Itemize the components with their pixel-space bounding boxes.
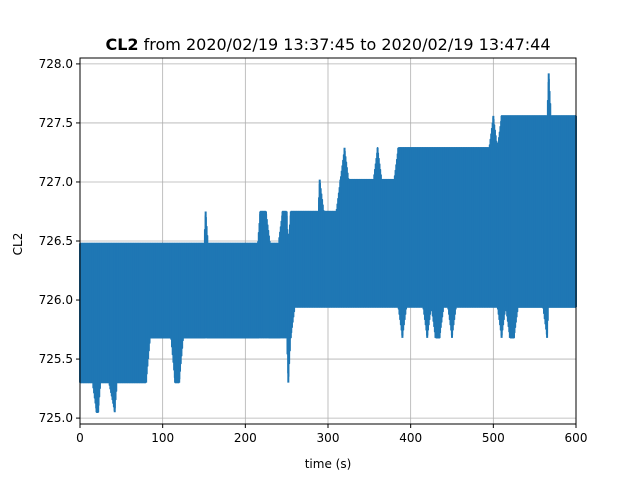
y-axis-label: CL2 [11,233,25,256]
x-axis-label: time (s) [305,457,352,471]
data-layer [79,73,577,413]
x-tick-label: 500 [482,431,505,445]
y-tick-label: 726.5 [39,234,73,248]
axis-ticks: 0 100 200 300 400 500 600 725.0 725.5 726.0 726.5 7… [39,57,588,445]
x-tick-label: 300 [317,431,340,445]
x-tick-label: 400 [399,431,422,445]
y-tick-label: 725.0 [39,411,73,425]
x-tick-label: 600 [565,431,588,445]
y-tick-label: 726.0 [39,293,73,307]
x-tick-label: 100 [151,431,174,445]
title-bold: CL2 [105,35,138,54]
y-tick-label: 727.0 [39,175,73,189]
x-tick-label: 0 [76,431,84,445]
title-rest: from 2020/02/19 13:37:45 to 2020/02/19 1… [139,35,551,54]
y-tick-label: 725.5 [39,352,73,366]
y-tick-label: 727.5 [39,116,73,130]
y-tick-label: 728.0 [39,57,73,71]
x-tick-label: 200 [234,431,257,445]
chart-title: CL2 from 2020/02/19 13:37:45 to 2020/02/… [105,35,550,54]
series-0 [79,73,577,413]
